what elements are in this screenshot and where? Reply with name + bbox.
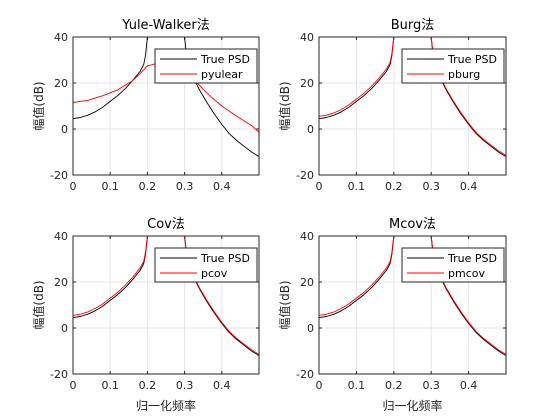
series-line-true-psd xyxy=(319,236,506,356)
legend-box xyxy=(154,247,258,283)
y-tick-label: 40 xyxy=(300,230,314,243)
series-group xyxy=(319,37,506,157)
legend-label: pcov xyxy=(201,267,228,280)
y-tick-label: -20 xyxy=(50,169,68,182)
legend-box xyxy=(154,48,258,84)
legend: True PSD pmcov xyxy=(401,247,505,283)
x-tick-label: 0.4 xyxy=(460,379,478,392)
chart-title: Cov法 xyxy=(147,217,185,232)
x-tick-label: 0.1 xyxy=(101,379,119,392)
y-tick-label: -20 xyxy=(296,368,314,381)
axes-box xyxy=(72,235,260,375)
series-line-true-psd xyxy=(73,37,259,157)
legend: True PSD pyulear xyxy=(154,48,258,84)
x-tick-label: 0.3 xyxy=(422,180,440,193)
legend-label: True PSD xyxy=(447,53,497,66)
y-tick-label: 40 xyxy=(54,31,68,44)
x-axis-label: 归一化频率 xyxy=(382,398,442,413)
legend-label: True PSD xyxy=(200,53,250,66)
x-tick-label: 0.4 xyxy=(213,379,231,392)
series-line-pmcov xyxy=(319,236,506,355)
x-axis-label: 归一化频率 xyxy=(136,398,196,413)
y-tick-label: 0 xyxy=(307,123,314,136)
x-tick-label: 0.4 xyxy=(460,180,478,193)
legend-label: pmcov xyxy=(448,267,485,280)
y-tick-label: 20 xyxy=(54,77,68,90)
legend: True PSD pcov xyxy=(154,247,258,283)
series-line-true-psd xyxy=(73,236,259,356)
x-tick-label: 0 xyxy=(70,180,77,193)
chart-title: Burg法 xyxy=(391,18,435,33)
x-tick-label: 0.3 xyxy=(176,379,194,392)
y-tick-label: 40 xyxy=(54,230,68,243)
x-tick-label: 0 xyxy=(316,379,323,392)
x-tick-label: 0.4 xyxy=(213,180,231,193)
legend-label: True PSD xyxy=(200,252,250,265)
x-tick-label: 0 xyxy=(316,180,323,193)
axes-box xyxy=(318,36,507,176)
legend-label: True PSD xyxy=(447,252,497,265)
y-tick-label: 20 xyxy=(300,276,314,289)
x-tick-label: 0.1 xyxy=(348,180,366,193)
legend: True PSD pburg xyxy=(401,48,505,84)
series-line-pcov xyxy=(73,236,259,355)
x-tick-label: 0.2 xyxy=(385,180,403,193)
series-line-pburg xyxy=(319,37,506,156)
x-tick-label: 0.2 xyxy=(139,379,157,392)
series-group xyxy=(319,236,506,356)
y-tick-label: 20 xyxy=(54,276,68,289)
x-tick-label: 0.2 xyxy=(385,379,403,392)
y-tick-label: 0 xyxy=(61,322,68,335)
y-axis-label: 幅值(dB) xyxy=(277,280,292,329)
y-tick-label: 0 xyxy=(61,123,68,136)
y-axis-label: 幅值(dB) xyxy=(31,81,46,130)
y-axis-label: 幅值(dB) xyxy=(277,81,292,130)
y-tick-label: -20 xyxy=(296,169,314,182)
y-axis-label: 幅值(dB) xyxy=(31,280,46,329)
y-tick-label: 0 xyxy=(307,322,314,335)
series-line-true-psd xyxy=(319,37,506,157)
subplot-1: 0 0.1 0.2 0.3 0.4-2002040Yule-Walker法幅值(dB)T… xyxy=(31,18,260,193)
legend-label: pyulear xyxy=(201,68,243,81)
series-group xyxy=(73,236,259,356)
subplot-4: 0 0.1 0.2 0.3 0.4-2002040Mcov法幅值(dB)归一化频率Tru… xyxy=(277,217,507,413)
x-tick-label: 0 xyxy=(70,379,77,392)
legend-box xyxy=(401,247,505,283)
y-tick-label: -20 xyxy=(50,368,68,381)
x-tick-label: 0.1 xyxy=(101,180,119,193)
x-tick-label: 0.3 xyxy=(176,180,194,193)
chart-title: Yule-Walker法 xyxy=(121,18,209,33)
x-tick-label: 0.3 xyxy=(422,379,440,392)
legend-box xyxy=(401,48,505,84)
axes-box xyxy=(318,235,507,375)
x-tick-label: 0.2 xyxy=(139,180,157,193)
subplot-3: 0 0.1 0.2 0.3 0.4-2002040Cov法幅值(dB)归一化频率True… xyxy=(31,217,260,413)
y-tick-label: 40 xyxy=(300,31,314,44)
chart-title: Mcov法 xyxy=(389,217,436,232)
x-tick-label: 0.1 xyxy=(348,379,366,392)
legend-label: pburg xyxy=(448,68,480,81)
y-tick-label: 20 xyxy=(300,77,314,90)
axes-box xyxy=(72,36,260,176)
